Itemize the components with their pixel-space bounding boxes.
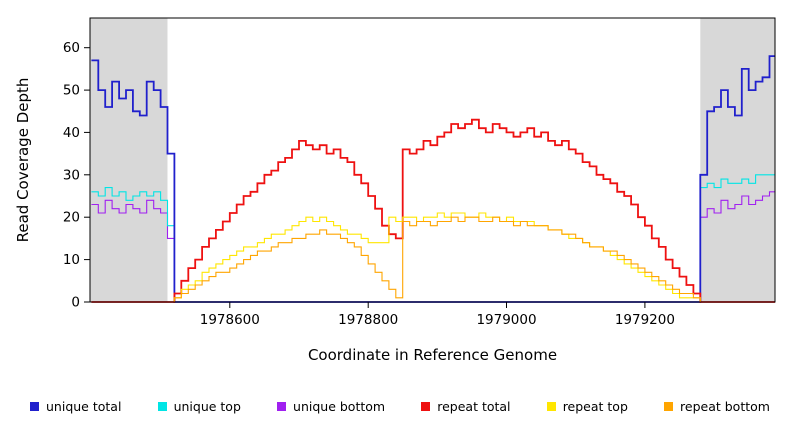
- series-line-repeat-total: [91, 118, 775, 303]
- legend-swatch-unique-bottom: [277, 402, 287, 411]
- legend-label-unique-total: unique total: [46, 399, 122, 414]
- series-line-unique-top: [91, 174, 775, 303]
- y-axis-title: Read Coverage Depth: [14, 77, 32, 243]
- y-tick-label: 30: [63, 167, 80, 183]
- shaded-region: [90, 18, 168, 302]
- legend-swatch-repeat-bottom: [664, 402, 674, 411]
- legend-label-repeat-top: repeat top: [562, 399, 628, 414]
- legend-item-repeat-bottom: repeat bottom: [664, 399, 770, 414]
- x-axis-title: Coordinate in Reference Genome: [307, 346, 558, 364]
- shaded-region: [700, 18, 775, 302]
- x-tick-label: 1979200: [615, 312, 675, 328]
- series-line-repeat-top: [91, 212, 775, 303]
- legend-item-unique-bottom: unique bottom: [277, 399, 385, 414]
- series-line-repeat-bottom: [91, 216, 775, 303]
- legend-item-repeat-total: repeat total: [421, 399, 511, 414]
- legend-label-unique-top: unique top: [173, 399, 241, 414]
- y-tick-label: 20: [63, 210, 80, 226]
- x-tick-label: 1978600: [200, 312, 260, 328]
- legend-item-repeat-top: repeat top: [546, 399, 628, 414]
- legend-item-unique-top: unique top: [157, 399, 241, 414]
- y-tick-label: 60: [63, 40, 80, 56]
- legend-label-repeat-bottom: repeat bottom: [680, 399, 770, 414]
- legend-swatch-unique-top: [157, 402, 167, 411]
- legend-item-unique-total: unique total: [30, 399, 121, 414]
- legend-label-unique-bottom: unique bottom: [293, 399, 386, 414]
- legend-swatch-repeat-top: [546, 402, 556, 411]
- coverage-plot-canvas: 0 10 20 30 40 50 60 1978600 1978800 1979000 197920…: [63, 17, 776, 328]
- y-tick-label: 0: [71, 295, 80, 311]
- legend: unique total unique top unique bottom re…: [0, 399, 792, 414]
- y-tick-label: 50: [63, 83, 80, 99]
- y-tick-label: 10: [63, 252, 80, 268]
- y-tick-label: 40: [63, 125, 80, 141]
- x-tick-label: 1978800: [338, 312, 398, 328]
- legend-label-repeat-total: repeat total: [437, 399, 511, 414]
- plot-border: [89, 17, 776, 303]
- x-tick-label: 1979000: [476, 312, 536, 328]
- legend-swatch-repeat-total: [421, 402, 431, 411]
- legend-swatch-unique-total: [30, 402, 39, 411]
